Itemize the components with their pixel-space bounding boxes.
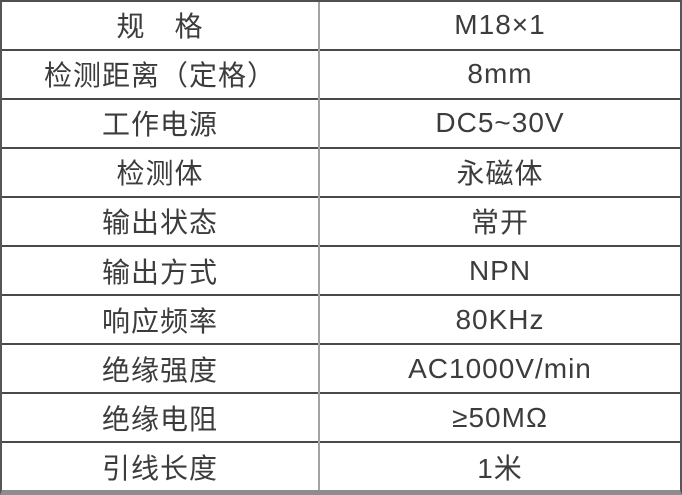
table-row: 规 格 M18×1 [2, 2, 680, 50]
table-row: 输出状态 常开 [2, 195, 680, 246]
spec-label: 绝缘电阻 [2, 392, 320, 443]
table-row: 响应频率 80KHz [2, 294, 680, 345]
table-row: 引线长度 1米 [2, 441, 680, 490]
spec-value: 1米 [319, 441, 680, 490]
spec-label: 输出方式 [2, 244, 320, 296]
spec-label: 检测体 [2, 146, 320, 197]
spec-value: 永磁体 [319, 146, 680, 197]
spec-label: 绝缘强度 [2, 343, 320, 394]
table-row: 绝缘强度 AC1000V/min [2, 343, 680, 394]
spec-label: 检测距离（定格） [2, 48, 320, 99]
table-row: 检测距离（定格） 8mm [2, 48, 680, 99]
spec-label: 规 格 [2, 2, 320, 50]
spec-value: DC5~30V [319, 97, 680, 148]
spec-label: 引线长度 [2, 441, 320, 490]
spec-value: NPN [319, 244, 680, 296]
spec-value: ≥50MΩ [319, 392, 680, 443]
spec-value: M18×1 [454, 9, 546, 41]
spec-value: 常开 [319, 195, 680, 246]
table-row: 检测体 永磁体 [2, 146, 680, 197]
spec-label: 响应频率 [2, 294, 320, 345]
table-row: 工作电源 DC5~30V [2, 97, 680, 148]
table-row: 绝缘电阻 ≥50MΩ [2, 392, 680, 443]
spec-label: 工作电源 [2, 97, 320, 148]
spec-label: 输出状态 [2, 195, 320, 246]
spec-value: 8mm [319, 48, 680, 99]
spec-value: 80KHz [319, 294, 680, 345]
spec-value: AC1000V/min [319, 343, 680, 394]
table-row: 输出方式 NPN [2, 244, 680, 296]
